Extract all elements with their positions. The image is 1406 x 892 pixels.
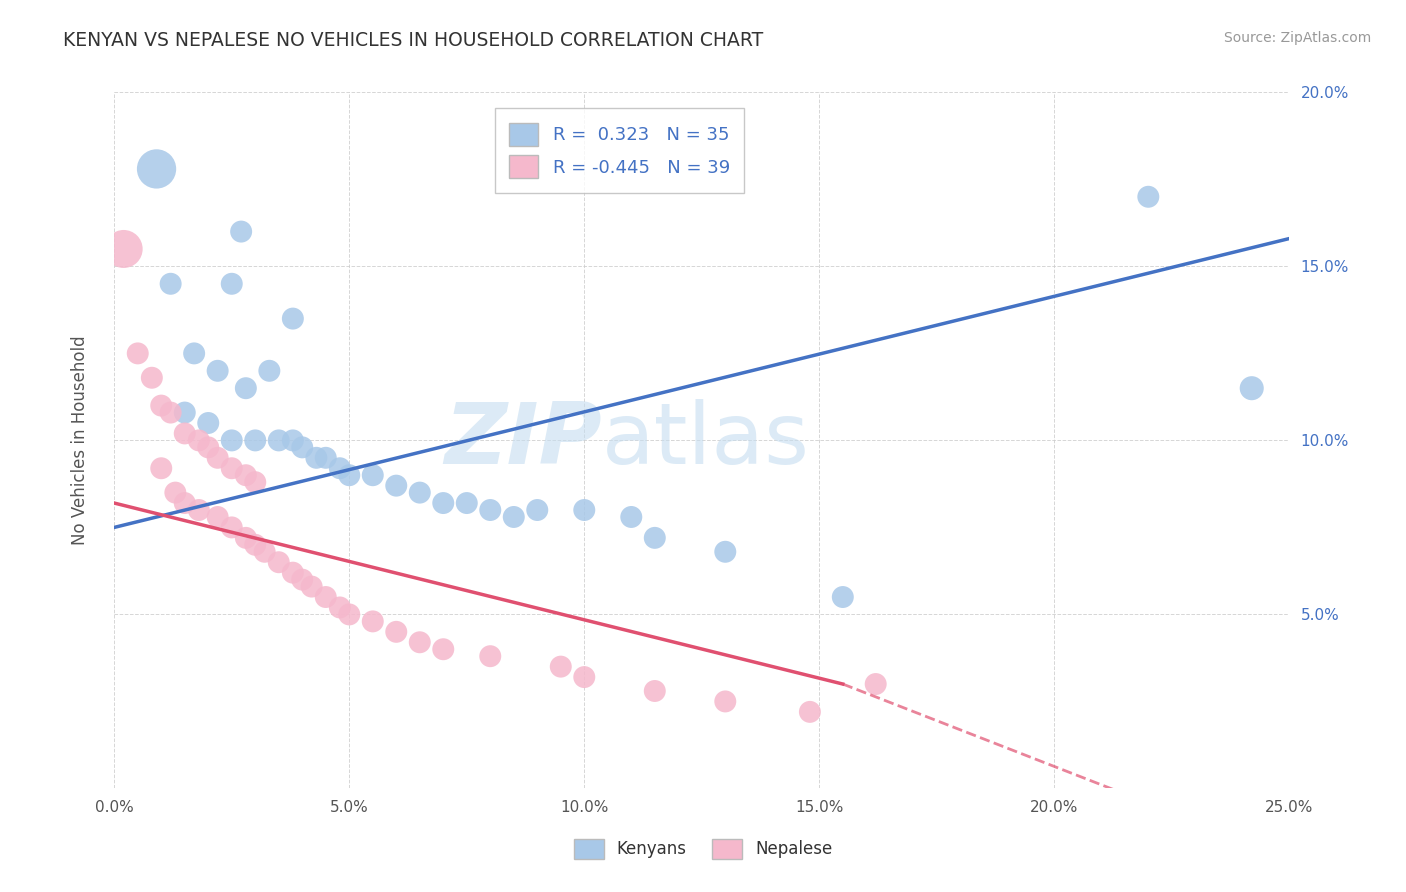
Point xyxy=(329,600,352,615)
Point xyxy=(644,531,666,545)
Point xyxy=(221,277,243,291)
Point xyxy=(644,684,666,698)
Point xyxy=(361,615,384,629)
Point xyxy=(620,510,643,524)
Point xyxy=(245,538,267,552)
Point xyxy=(112,242,135,256)
Legend: R =  0.323   N = 35, R = -0.445   N = 39: R = 0.323 N = 35, R = -0.445 N = 39 xyxy=(495,108,744,193)
Point xyxy=(385,624,408,639)
Point xyxy=(187,434,209,448)
Point xyxy=(207,510,229,524)
Point xyxy=(714,694,737,708)
Point xyxy=(259,364,281,378)
Point xyxy=(221,461,243,475)
Point xyxy=(409,485,432,500)
Point xyxy=(165,485,187,500)
Point xyxy=(409,635,432,649)
Point xyxy=(245,434,267,448)
Point xyxy=(197,416,219,430)
Text: ZIP: ZIP xyxy=(444,399,602,482)
Point xyxy=(207,450,229,465)
Point xyxy=(432,496,454,510)
Point xyxy=(329,461,352,475)
Point xyxy=(479,503,502,517)
Point xyxy=(159,277,181,291)
Point xyxy=(1137,190,1160,204)
Point xyxy=(337,607,360,622)
Point xyxy=(159,406,181,420)
Point xyxy=(173,406,195,420)
Point xyxy=(574,503,596,517)
Point xyxy=(281,566,304,580)
Text: Source: ZipAtlas.com: Source: ZipAtlas.com xyxy=(1223,31,1371,45)
Point xyxy=(173,426,195,441)
Point xyxy=(1240,381,1263,395)
Point xyxy=(456,496,478,510)
Text: atlas: atlas xyxy=(602,399,810,482)
Point xyxy=(231,225,253,239)
Point xyxy=(301,580,323,594)
Point xyxy=(305,450,328,465)
Point xyxy=(221,520,243,534)
Point xyxy=(281,311,304,326)
Point xyxy=(253,545,276,559)
Point xyxy=(187,503,209,517)
Point xyxy=(479,649,502,664)
Point xyxy=(173,496,195,510)
Point xyxy=(574,670,596,684)
Point xyxy=(197,441,219,455)
Point xyxy=(799,705,821,719)
Point xyxy=(245,475,267,490)
Point xyxy=(281,434,304,448)
Point xyxy=(150,399,173,413)
Point xyxy=(502,510,524,524)
Point xyxy=(150,461,173,475)
Point xyxy=(337,468,360,483)
Point xyxy=(714,545,737,559)
Point xyxy=(315,450,337,465)
Point xyxy=(432,642,454,657)
Point xyxy=(183,346,205,360)
Point xyxy=(221,434,243,448)
Point xyxy=(831,590,853,604)
Point xyxy=(145,161,167,176)
Y-axis label: No Vehicles in Household: No Vehicles in Household xyxy=(72,335,89,545)
Point xyxy=(315,590,337,604)
Legend: Kenyans, Nepalese: Kenyans, Nepalese xyxy=(567,832,839,866)
Text: KENYAN VS NEPALESE NO VEHICLES IN HOUSEHOLD CORRELATION CHART: KENYAN VS NEPALESE NO VEHICLES IN HOUSEH… xyxy=(63,31,763,50)
Point xyxy=(207,364,229,378)
Point xyxy=(291,441,314,455)
Point xyxy=(361,468,384,483)
Point xyxy=(235,531,257,545)
Point xyxy=(235,468,257,483)
Point xyxy=(291,573,314,587)
Point xyxy=(235,381,257,395)
Point xyxy=(865,677,887,691)
Point xyxy=(526,503,548,517)
Point xyxy=(127,346,149,360)
Point xyxy=(550,659,572,673)
Point xyxy=(267,434,290,448)
Point xyxy=(141,370,163,384)
Point xyxy=(267,555,290,569)
Point xyxy=(385,478,408,492)
